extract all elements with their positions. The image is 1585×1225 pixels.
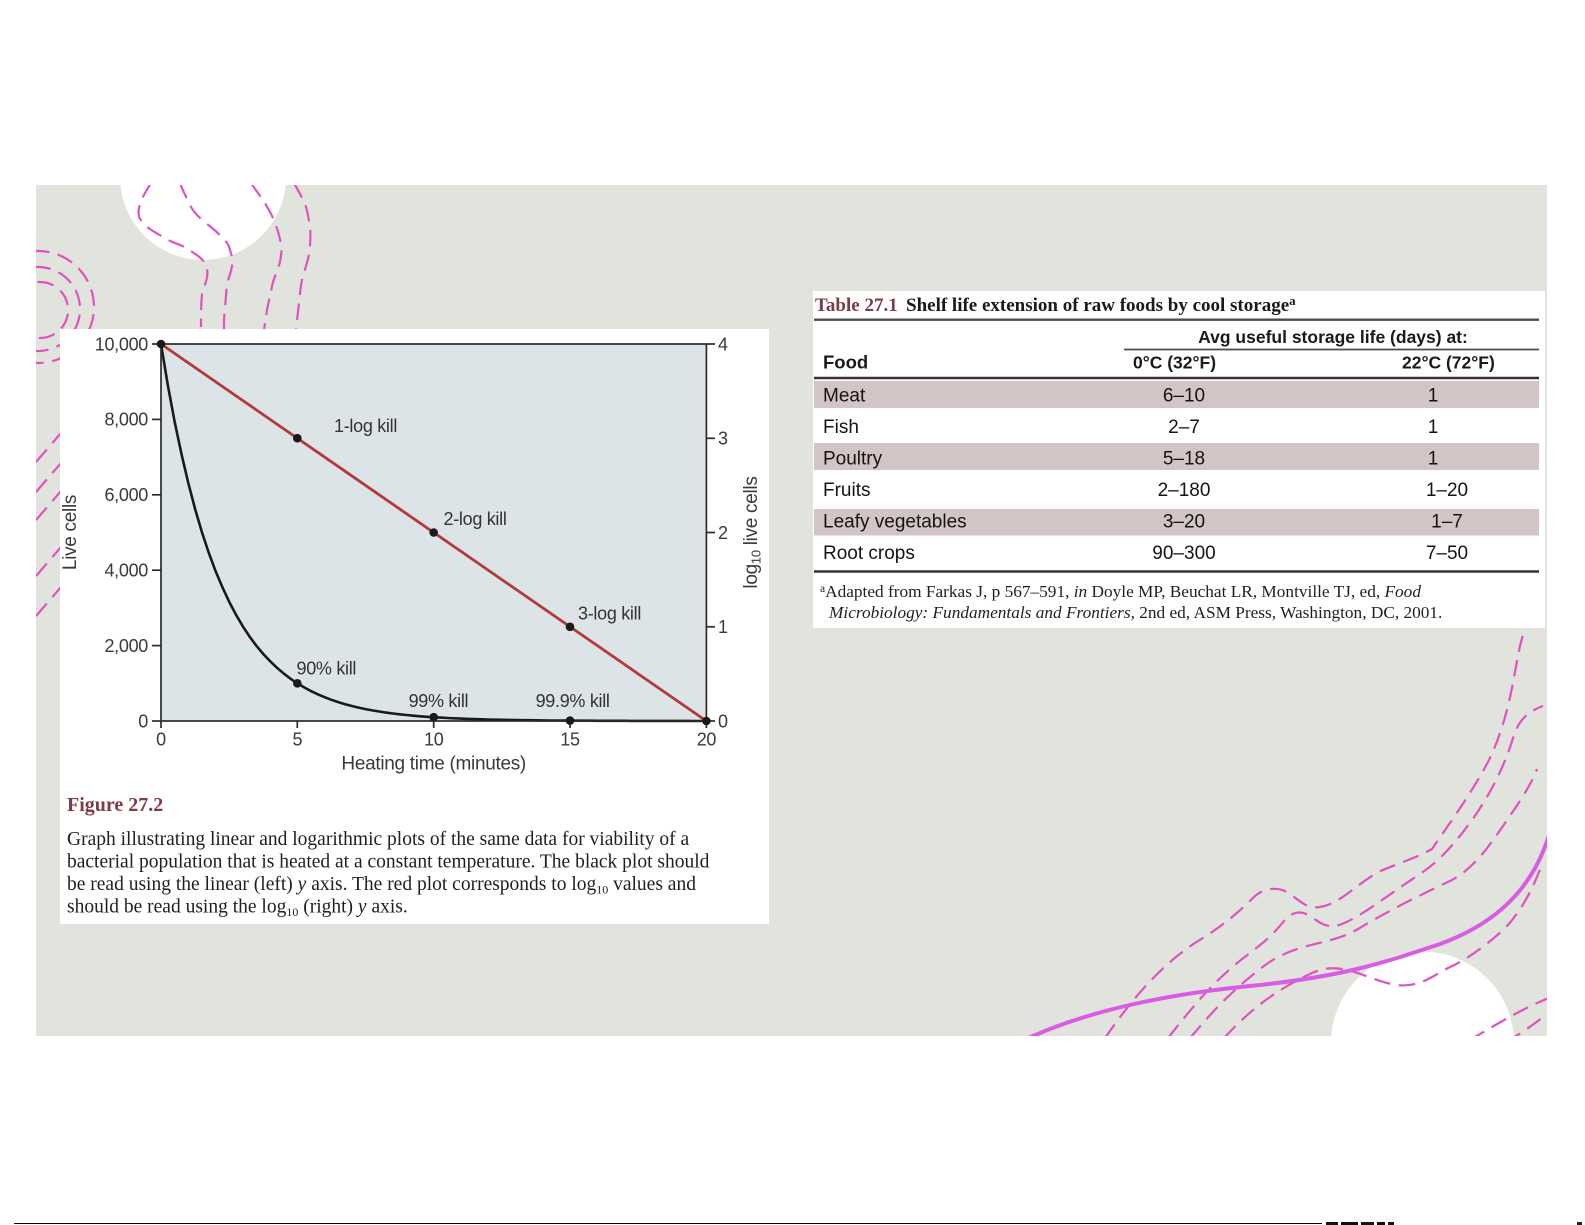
- svg-text:2–7: 2–7: [1168, 417, 1200, 438]
- svg-text:1: 1: [1428, 385, 1439, 406]
- svg-text:Heating time (minutes): Heating time (minutes): [341, 754, 526, 775]
- svg-text:90% kill: 90% kill: [297, 659, 357, 679]
- svg-text:5: 5: [292, 730, 302, 750]
- svg-text:aAdapted from Farkas J, p 567–: aAdapted from Farkas J, p 567–591, in Do…: [820, 582, 1421, 601]
- svg-text:99% kill: 99% kill: [409, 691, 469, 711]
- svg-text:6,000: 6,000: [104, 485, 148, 505]
- svg-text:3-log kill: 3-log kill: [578, 604, 641, 624]
- svg-text:1–20: 1–20: [1426, 480, 1468, 501]
- svg-text:5–18: 5–18: [1163, 448, 1205, 469]
- svg-text:Live cells: Live cells: [60, 495, 81, 570]
- svg-text:20: 20: [697, 730, 717, 750]
- svg-text:Fish: Fish: [823, 417, 859, 438]
- svg-text:0: 0: [156, 730, 166, 750]
- svg-text:2-log kill: 2-log kill: [444, 509, 507, 529]
- svg-text:Food: Food: [823, 352, 868, 373]
- svg-text:90–300: 90–300: [1152, 543, 1215, 564]
- svg-text:Poultry: Poultry: [823, 448, 883, 469]
- svg-text:10,000: 10,000: [95, 334, 149, 354]
- svg-text:10: 10: [424, 730, 444, 750]
- svg-text:8,000: 8,000: [104, 410, 148, 430]
- svg-text:0: 0: [718, 711, 728, 731]
- svg-text:3–20: 3–20: [1163, 511, 1205, 532]
- svg-text:2: 2: [718, 523, 728, 543]
- svg-text:log10 live cells: log10 live cells: [741, 476, 764, 588]
- svg-text:1: 1: [1428, 417, 1439, 438]
- svg-text:Graph illustrating linear and: Graph illustrating linear and logarithmi…: [67, 829, 690, 850]
- svg-text:Shelf life extension of raw fo: Shelf life extension of raw foods by coo…: [906, 293, 1296, 316]
- svg-text:0: 0: [138, 711, 148, 731]
- svg-text:2–180: 2–180: [1158, 480, 1211, 501]
- svg-text:be read using the linear (left: be read using the linear (left) y axis. …: [67, 874, 696, 897]
- svg-text:6–10: 6–10: [1163, 385, 1205, 406]
- svg-text:1: 1: [1428, 448, 1439, 469]
- svg-text:1-log kill: 1-log kill: [334, 416, 397, 436]
- svg-text:Avg useful storage life (days): Avg useful storage life (days) at:: [1198, 327, 1468, 347]
- svg-text:Table 27.1: Table 27.1: [815, 295, 898, 316]
- svg-text:99.9% kill: 99.9% kill: [536, 691, 610, 711]
- svg-text:should be read using the log10: should be read using the log10 (right) y…: [67, 897, 408, 920]
- svg-text:7–50: 7–50: [1426, 543, 1468, 564]
- svg-text:2,000: 2,000: [104, 636, 148, 656]
- svg-text:3: 3: [718, 429, 728, 449]
- svg-text:Meat: Meat: [823, 385, 866, 406]
- svg-text:1–7: 1–7: [1431, 511, 1463, 532]
- svg-text:15: 15: [560, 730, 580, 750]
- svg-text:1: 1: [718, 617, 728, 637]
- svg-text:bacterial population that is h: bacterial population that is heated at a…: [67, 852, 710, 873]
- svg-text:Fruits: Fruits: [823, 480, 871, 501]
- svg-text:Microbiology: Fundamentals and: Microbiology: Fundamentals and Frontiers…: [828, 603, 1442, 622]
- svg-text:22°C (72°F): 22°C (72°F): [1402, 353, 1495, 373]
- svg-text:Root crops: Root crops: [823, 543, 915, 564]
- svg-text:4: 4: [718, 334, 728, 354]
- svg-text:Leafy vegetables: Leafy vegetables: [823, 511, 967, 532]
- svg-text:0°C (32°F): 0°C (32°F): [1133, 353, 1216, 373]
- svg-text:4,000: 4,000: [104, 561, 148, 581]
- svg-text:Figure 27.2: Figure 27.2: [67, 794, 163, 816]
